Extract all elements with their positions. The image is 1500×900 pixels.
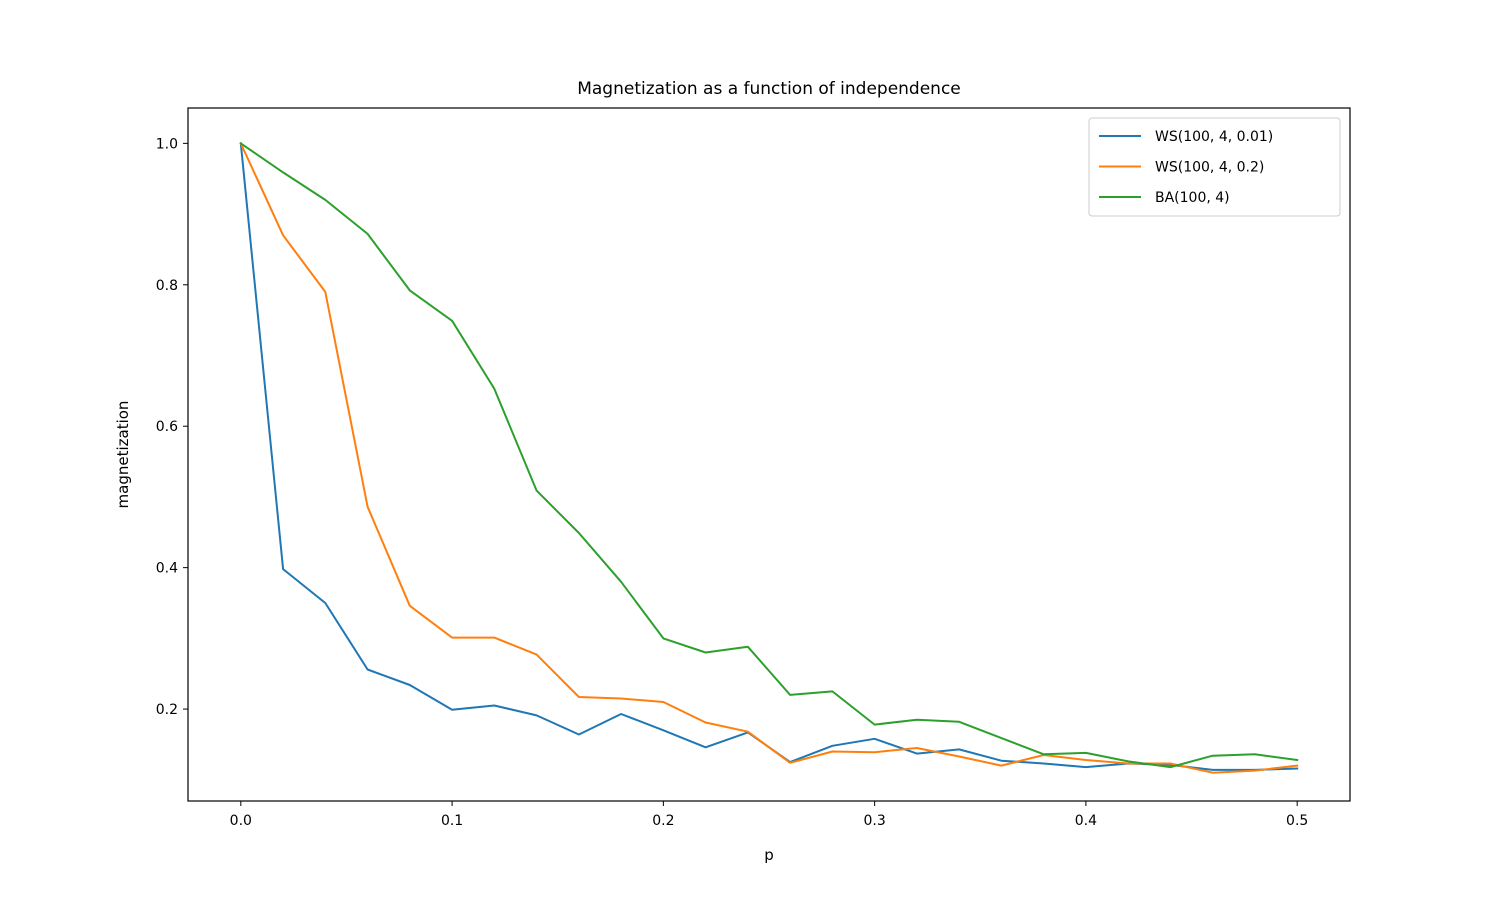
series-line-2 — [239, 142, 1299, 774]
x-tick-label: 0.5 — [1286, 813, 1308, 829]
legend: WS(100, 4, 0.01) WS(100, 4, 0.2) BA(100, 4… — [1088, 117, 1341, 217]
legend-label: WS(100, 4, 0.2) — [1155, 160, 1264, 176]
y-tick-label: 0.2 — [156, 702, 178, 718]
plot-frame — [187, 107, 1351, 802]
series-line-1 — [239, 142, 1299, 771]
y-tick-label: 0.6 — [156, 419, 178, 435]
legend-box — [1088, 117, 1341, 217]
x-tick-label: 0.2 — [652, 813, 674, 829]
x-tick-label: 0.3 — [864, 813, 886, 829]
y-tick-label: 0.4 — [156, 561, 178, 577]
x-axis-title: p — [764, 846, 774, 864]
plot-area — [187, 107, 1351, 802]
x-tick-label: 0.0 — [230, 813, 252, 829]
chart-title: Magnetization as a function of independe… — [577, 79, 961, 99]
x-tick-label: 0.4 — [1075, 813, 1097, 829]
x-tick-label: 0.1 — [441, 813, 463, 829]
y-axis: 0.2 0.4 0.6 0.8 1.0 — [156, 136, 188, 718]
y-tick-label: 0.8 — [156, 278, 178, 294]
y-axis-title: magnetization — [114, 401, 132, 509]
legend-label: BA(100, 4) — [1155, 190, 1230, 206]
y-tick-label: 1.0 — [156, 136, 178, 152]
series-line-3 — [239, 142, 1299, 769]
legend-label: WS(100, 4, 0.01) — [1155, 129, 1273, 145]
series-lines — [239, 142, 1299, 774]
x-axis: 0.0 0.1 0.2 0.3 0.4 0.5 — [230, 801, 1308, 829]
